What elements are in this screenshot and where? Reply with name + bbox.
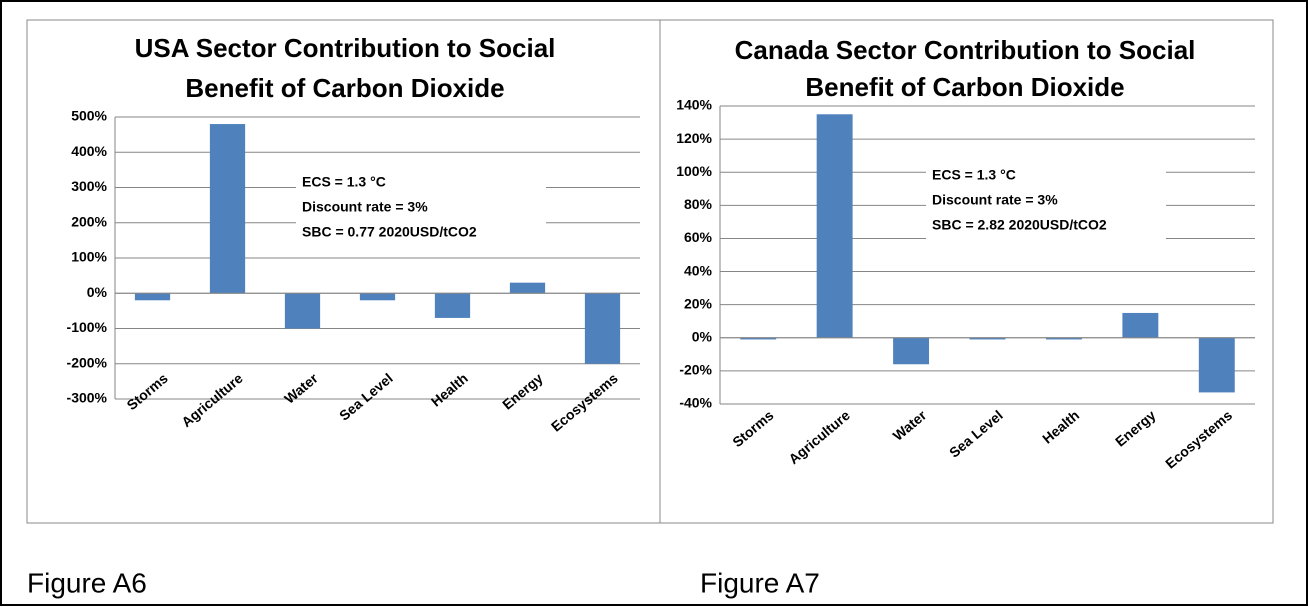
annotation: ECS = 1.3 °C: [302, 174, 386, 190]
bar: [740, 337, 777, 340]
annotation: Discount rate = 3%: [932, 192, 1058, 208]
y-tick-label: 500%: [71, 108, 107, 124]
bar: [816, 114, 853, 338]
y-tick-label: 0%: [692, 328, 713, 344]
y-tick-label: -100%: [67, 319, 108, 335]
y-tick-label: 100%: [676, 163, 712, 179]
chart-title: Benefit of Carbon Dioxide: [185, 73, 504, 103]
bar: [969, 337, 1006, 340]
annotation: SBC = 0.77 2020USD/tCO2: [302, 224, 477, 240]
bar: [359, 293, 396, 301]
figure-caption: Figure A7: [700, 567, 820, 598]
y-tick-label: 100%: [71, 249, 107, 265]
y-tick-label: 120%: [676, 130, 712, 146]
annotation-box: [926, 162, 1166, 246]
chart-title: Canada Sector Contribution to Social: [735, 35, 1196, 65]
bar: [1198, 337, 1235, 393]
annotation-box: [296, 169, 546, 253]
y-tick-label: 140%: [676, 97, 712, 113]
bar: [209, 124, 246, 294]
bar: [893, 337, 930, 365]
chart-frame: [26, 19, 661, 524]
bar: [1122, 312, 1159, 338]
chart-title: Benefit of Carbon Dioxide: [805, 72, 1124, 102]
y-tick-label: 20%: [684, 295, 713, 311]
y-tick-label: -40%: [679, 395, 712, 411]
y-tick-label: -20%: [679, 362, 712, 378]
figure-caption: Figure A6: [27, 567, 147, 598]
bar: [134, 293, 171, 301]
y-tick-label: 400%: [71, 143, 107, 159]
y-tick-label: -300%: [67, 390, 108, 406]
annotation: Discount rate = 3%: [302, 199, 428, 215]
y-tick-label: 40%: [684, 262, 713, 278]
bar: [1045, 337, 1082, 340]
bar: [509, 282, 546, 294]
y-tick-label: 0%: [87, 284, 108, 300]
bar: [434, 293, 471, 318]
annotation: SBC = 2.82 2020USD/tCO2: [932, 217, 1107, 233]
y-tick-label: -200%: [67, 354, 108, 370]
bar: [284, 293, 321, 329]
y-tick-label: 200%: [71, 213, 107, 229]
y-tick-label: 300%: [71, 178, 107, 194]
bar: [584, 293, 621, 364]
y-tick-label: 80%: [684, 196, 713, 212]
chart-title: USA Sector Contribution to Social: [135, 33, 556, 63]
annotation: ECS = 1.3 °C: [932, 167, 1016, 183]
y-tick-label: 60%: [684, 229, 713, 245]
